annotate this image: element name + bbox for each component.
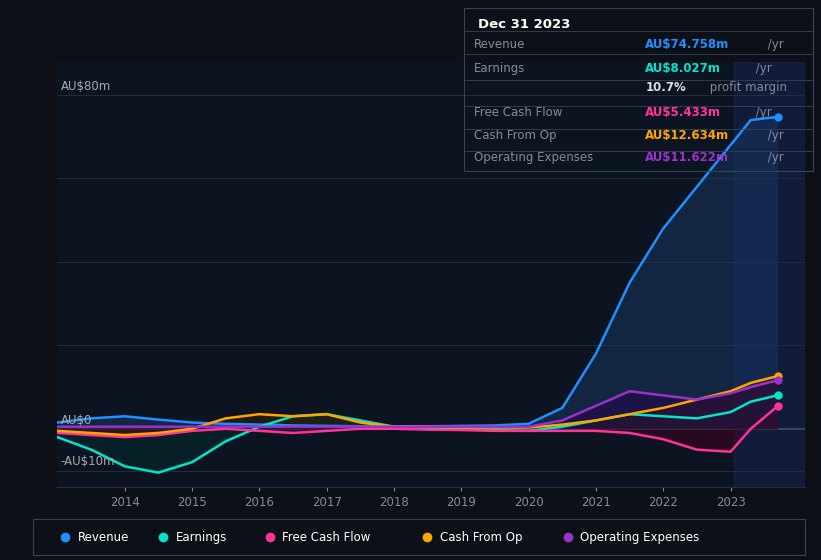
Text: AU$12.634m: AU$12.634m xyxy=(645,129,729,142)
Text: /yr: /yr xyxy=(764,151,784,164)
Text: Earnings: Earnings xyxy=(475,62,525,75)
Text: Revenue: Revenue xyxy=(475,38,525,50)
Text: Cash From Op: Cash From Op xyxy=(475,129,557,142)
Text: Operating Expenses: Operating Expenses xyxy=(580,530,699,544)
Text: /yr: /yr xyxy=(764,129,784,142)
Text: /yr: /yr xyxy=(764,38,784,50)
Text: AU$5.433m: AU$5.433m xyxy=(645,106,722,119)
Text: Dec 31 2023: Dec 31 2023 xyxy=(478,18,571,31)
Text: -AU$10m: -AU$10m xyxy=(61,455,115,468)
Text: AU$74.758m: AU$74.758m xyxy=(645,38,730,50)
Text: Revenue: Revenue xyxy=(78,530,129,544)
Text: Free Cash Flow: Free Cash Flow xyxy=(282,530,370,544)
Text: AU$0: AU$0 xyxy=(61,414,92,427)
Bar xyxy=(734,62,805,487)
Text: Earnings: Earnings xyxy=(176,530,227,544)
Text: Cash From Op: Cash From Op xyxy=(439,530,522,544)
Text: AU$80m: AU$80m xyxy=(61,80,111,93)
Text: AU$8.027m: AU$8.027m xyxy=(645,62,721,75)
Text: profit margin: profit margin xyxy=(706,81,787,95)
Text: 10.7%: 10.7% xyxy=(645,81,686,95)
Text: AU$11.622m: AU$11.622m xyxy=(645,151,729,164)
Text: Free Cash Flow: Free Cash Flow xyxy=(475,106,562,119)
Text: /yr: /yr xyxy=(752,106,773,119)
Text: Operating Expenses: Operating Expenses xyxy=(475,151,594,164)
Text: /yr: /yr xyxy=(752,62,773,75)
